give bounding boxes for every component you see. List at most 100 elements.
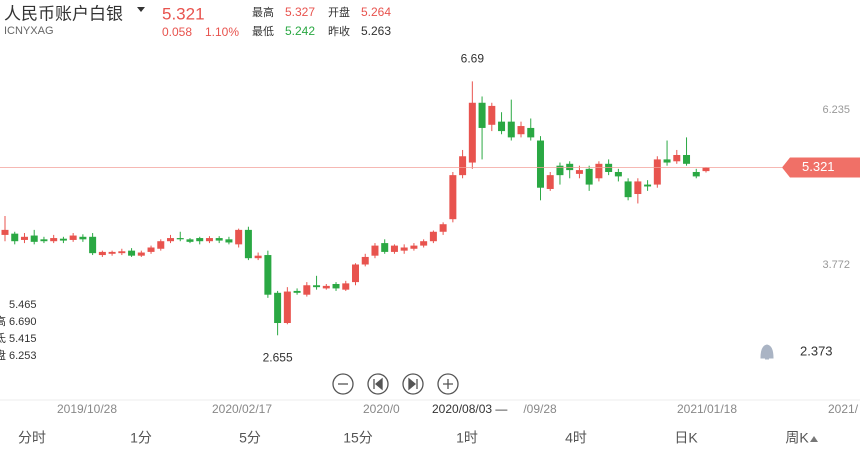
- stat-value: 5.264: [361, 5, 391, 19]
- candle-body: [137, 252, 145, 256]
- candle-body: [585, 168, 593, 185]
- candle-body: [449, 175, 457, 220]
- alert-icon[interactable]: [760, 344, 774, 360]
- candle-body: [478, 102, 486, 128]
- candle-body: [128, 250, 136, 256]
- tab[interactable]: 4时: [565, 430, 587, 446]
- prev[interactable]: [367, 373, 389, 395]
- tab[interactable]: 1分: [130, 430, 152, 446]
- candle-body: [98, 251, 106, 256]
- price: 5.321: [162, 4, 205, 23]
- stat-value: 5.263: [361, 24, 391, 38]
- candle-body: [274, 292, 282, 324]
- candle-body: [352, 264, 359, 283]
- candle-body: [371, 245, 379, 256]
- candle-body: [488, 105, 496, 125]
- price-tag-text: 5.321: [802, 159, 835, 174]
- candle-body: [118, 251, 126, 254]
- x-label: 2020/0: [363, 402, 400, 416]
- candle-body: [89, 236, 97, 254]
- side-value: 5.465: [9, 299, 37, 311]
- candle-body: [634, 181, 642, 195]
- code: ICNYXAG: [4, 25, 54, 37]
- candle-body: [293, 290, 301, 293]
- candle-body: [663, 159, 671, 163]
- title: 人民币账户白银: [4, 4, 123, 23]
- candle-body: [1, 229, 9, 235]
- stat-label: 昨收: [328, 24, 350, 38]
- next[interactable]: [402, 373, 424, 395]
- candle-body: [332, 283, 340, 289]
- candle-body: [595, 163, 603, 179]
- candle-body: [264, 255, 272, 295]
- candle-body: [11, 233, 19, 242]
- candle-body: [40, 239, 48, 242]
- y-tick-label: 3.772: [822, 259, 850, 271]
- candle-body: [167, 238, 175, 242]
- x-label: 2021/01/18: [677, 402, 737, 416]
- candle-body: [361, 256, 369, 265]
- candle-body: [381, 243, 389, 252]
- candle-body: [410, 245, 418, 249]
- x-label: /09/28: [523, 402, 557, 416]
- candle-body: [673, 154, 681, 162]
- side-label: 氐: [0, 332, 6, 345]
- x-label: 2019/10/28: [57, 402, 117, 416]
- stat-label: 最低: [252, 25, 274, 38]
- candle-body: [400, 247, 408, 251]
- candle-body: [546, 175, 554, 189]
- price-tag: [782, 157, 860, 178]
- candle-body: [176, 238, 184, 240]
- candle-body: [507, 121, 515, 138]
- candle-body: [147, 247, 155, 252]
- x-label: 2020/08/03 —: [432, 402, 507, 416]
- candle-body: [205, 238, 213, 242]
- candle-body: [575, 170, 583, 174]
- candle-body: [653, 159, 661, 185]
- candle-body: [235, 229, 243, 245]
- x-label: 2021/: [828, 402, 859, 416]
- candle-body: [683, 154, 691, 164]
- alert-price: 2.373: [800, 343, 833, 358]
- tab[interactable]: 15分: [343, 430, 373, 446]
- candle-body: [186, 239, 194, 242]
- min-label: 2.655: [263, 350, 293, 364]
- tab[interactable]: 日K: [674, 430, 698, 446]
- side-value: 6.253: [9, 350, 37, 362]
- stat-label: 最高: [252, 5, 274, 19]
- candle-body: [157, 241, 165, 249]
- candle-body: [429, 231, 437, 242]
- candle-body: [313, 285, 321, 288]
- candle-body: [420, 241, 428, 246]
- candle-body: [517, 126, 525, 135]
- tab[interactable]: 5分: [239, 430, 261, 446]
- candle-body: [225, 239, 233, 243]
- candle-body: [283, 291, 291, 324]
- side-value: 5.415: [9, 333, 37, 345]
- change-pct: 1.10%: [205, 25, 239, 39]
- stat-value: 5.327: [285, 5, 315, 19]
- candle-body: [108, 251, 116, 254]
- candle-body: [614, 171, 622, 177]
- zoom-in[interactable]: [437, 373, 459, 395]
- side-label: 盘: [0, 348, 6, 362]
- x-label: 2020/02/17: [212, 402, 272, 416]
- tab[interactable]: 周K: [785, 430, 809, 446]
- dropdown-icon[interactable]: [137, 7, 145, 12]
- candle-body: [468, 102, 476, 163]
- zoom-out[interactable]: [332, 373, 354, 395]
- y-tick-label: 6.235: [822, 104, 850, 116]
- candle-body: [215, 238, 223, 241]
- candle-body: [254, 255, 262, 259]
- tab[interactable]: 分时: [18, 430, 46, 446]
- candle-body: [692, 171, 700, 177]
- candle-body: [30, 235, 38, 242]
- candle-body: [498, 121, 506, 132]
- tab[interactable]: 1时: [456, 430, 478, 446]
- candle-body: [69, 235, 77, 240]
- side-value: 6.690: [9, 316, 37, 328]
- candle-body: [50, 238, 58, 242]
- side-label: 高: [0, 314, 6, 328]
- candle-body: [644, 184, 652, 187]
- max-label: 6.69: [461, 52, 485, 66]
